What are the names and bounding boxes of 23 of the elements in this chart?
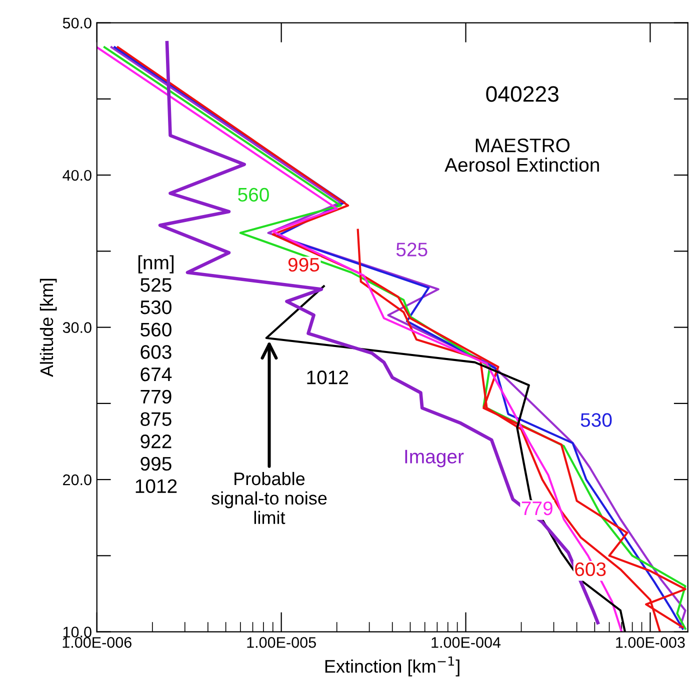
y-tick-label: 20.0 [63,474,92,486]
x-tick-label: 1.00E-004 [432,637,501,648]
series-label: 560 [238,188,269,202]
x-tick-label: 1.00E-005 [247,637,316,648]
annotation: 040223 [486,86,558,102]
y-tick-label: 30.0 [62,322,92,333]
series-label: 779 [522,501,552,516]
annotation: MAESTRO Aerosol Extinction [444,138,599,172]
series-label: 603 [575,562,606,576]
series-label: 525 [396,242,428,256]
y-tick-label: 50.0 [62,18,92,29]
series-label: 530 [580,413,612,427]
series-label: Imager [405,450,464,468]
y-axis-title: Altitude [km] [40,278,57,377]
y-tick-label: 10.0 [63,626,92,638]
series-label: 995 [288,258,320,272]
x-tick-label: 1.00E-006 [62,637,132,648]
x-tick-label: 1.00E-003 [616,637,685,648]
text: [nm] 525 530 560 603 674 779 875 922 995 1012 [136,255,177,494]
y-tick-label: 40.0 [62,170,92,181]
annotation: Probable signal-to noise limit [212,472,327,524]
x-axis-title: Extinction [km$^{−1}$] [325,656,460,676]
series-label: 1012 [307,370,348,384]
